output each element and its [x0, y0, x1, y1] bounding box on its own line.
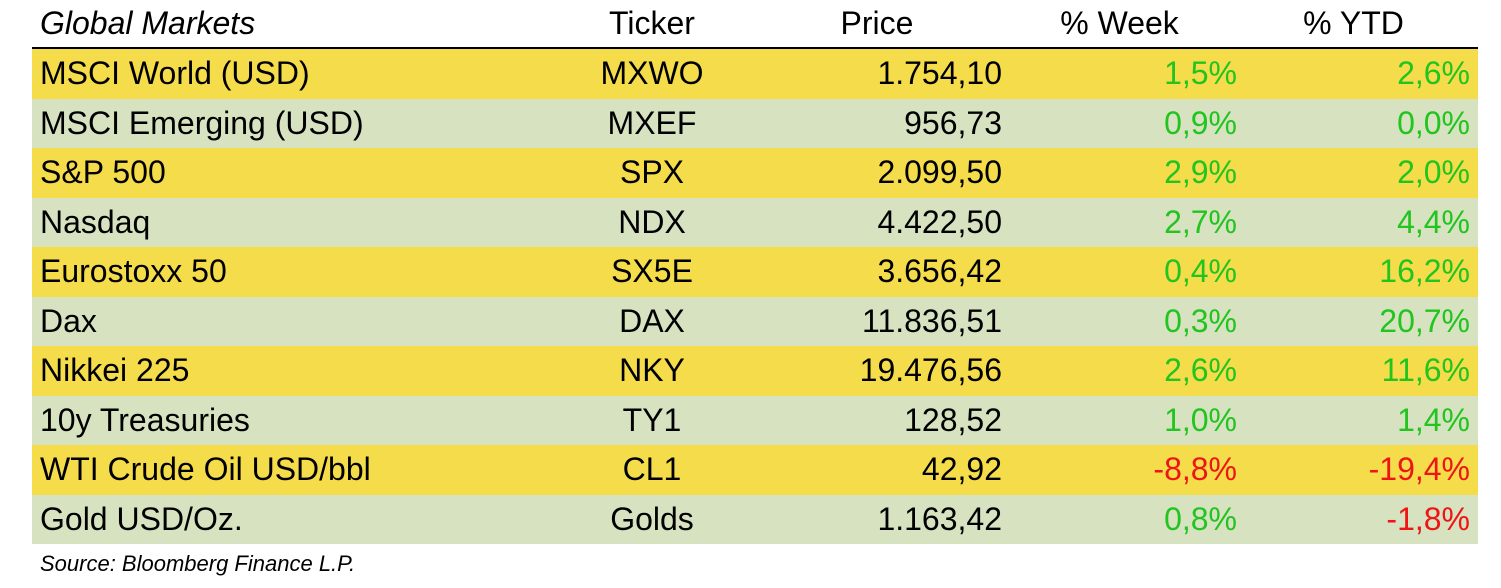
- row-name: MSCI World (USD): [40, 55, 310, 92]
- header-ytd: % YTD: [1303, 5, 1404, 41]
- row-week: -8,8%: [1153, 451, 1237, 488]
- row-ytd: 4,4%: [1397, 203, 1470, 240]
- row-price: 19.476,56: [859, 352, 1002, 389]
- row-ticker: SX5E: [611, 253, 693, 290]
- row-price: 2.099,50: [877, 154, 1002, 191]
- header-week: % Week: [1060, 5, 1179, 41]
- row-ticker: MXWO: [600, 55, 704, 92]
- table-row: Nikkei 225 NKY 19.476,56 2,6% 11,6%: [32, 346, 1478, 396]
- row-week: 2,7%: [1164, 203, 1237, 240]
- row-name: 10y Treasuries: [40, 401, 250, 438]
- row-ticker: DAX: [619, 302, 685, 339]
- row-week: 0,9%: [1164, 104, 1237, 141]
- header-ticker: Ticker: [609, 5, 695, 41]
- row-week: 0,4%: [1164, 253, 1237, 290]
- table-row: S&P 500 SPX 2.099,50 2,9% 2,0%: [32, 148, 1478, 198]
- row-ticker: NKY: [619, 352, 685, 389]
- row-name: WTI Crude Oil USD/bbl: [40, 451, 371, 488]
- table-row: Eurostoxx 50 SX5E 3.656,42 0,4% 16,2%: [32, 247, 1478, 297]
- row-name: S&P 500: [40, 154, 166, 191]
- row-ytd: 1,4%: [1397, 401, 1470, 438]
- row-ticker: TY1: [622, 401, 682, 438]
- row-name: Eurostoxx 50: [40, 253, 227, 290]
- table-row: MSCI Emerging (USD) MXEF 956,73 0,9% 0,0…: [32, 98, 1478, 148]
- row-ticker: NDX: [618, 203, 686, 240]
- row-ticker: CL1: [622, 451, 682, 488]
- market-table: Global Markets Ticker Price % Week % YTD…: [32, 0, 1478, 544]
- row-week: 1,5%: [1164, 55, 1237, 92]
- table-row: Dax DAX 11.836,51 0,3% 20,7%: [32, 296, 1478, 346]
- row-price: 1.163,42: [877, 500, 1002, 537]
- row-ytd: 20,7%: [1379, 302, 1470, 339]
- row-ytd: 11,6%: [1381, 352, 1470, 389]
- row-name: Dax: [40, 302, 97, 339]
- row-price: 128,52: [904, 401, 1002, 438]
- row-week: 0,3%: [1164, 302, 1237, 339]
- row-week: 2,9%: [1164, 154, 1237, 191]
- row-price: 1.754,10: [877, 55, 1002, 92]
- row-ytd: 2,6%: [1397, 55, 1470, 92]
- header-name: Global Markets: [40, 5, 256, 41]
- row-price: 11.836,51: [862, 302, 1002, 339]
- table-row: Gold USD/Oz. Golds 1.163,42 0,8% -1,8%: [32, 494, 1478, 544]
- row-name: Nasdaq: [40, 203, 151, 240]
- row-price: 3.656,42: [877, 253, 1002, 290]
- table-row: MSCI World (USD) MXWO 1.754,10 1,5% 2,6%: [32, 49, 1478, 99]
- row-ticker: MXEF: [607, 104, 697, 141]
- row-week: 1,0%: [1164, 401, 1237, 438]
- row-ytd: 16,2%: [1379, 253, 1470, 290]
- header-price: Price: [840, 5, 914, 41]
- row-ytd: -1,8%: [1386, 500, 1470, 537]
- row-name: Nikkei 225: [40, 352, 190, 389]
- table-row: Nasdaq NDX 4.422,50 2,7% 4,4%: [32, 197, 1478, 247]
- row-ytd: 2,0%: [1397, 154, 1470, 191]
- row-ytd: 0,0%: [1397, 104, 1470, 141]
- table-row: WTI Crude Oil USD/bbl CL1 42,92 -8,8% -1…: [32, 445, 1478, 495]
- row-week: 2,6%: [1164, 352, 1237, 389]
- row-name: Gold USD/Oz.: [40, 500, 243, 537]
- row-name: MSCI Emerging (USD): [40, 104, 364, 141]
- source-note: Source: Bloomberg Finance L.P.: [40, 551, 356, 576]
- table-header: Global Markets Ticker Price % Week % YTD: [32, 0, 1478, 49]
- row-ticker: SPX: [619, 154, 685, 191]
- row-week: 0,8%: [1164, 500, 1237, 537]
- row-ytd: -19,4%: [1368, 451, 1470, 488]
- row-price: 4.422,50: [877, 203, 1002, 240]
- table-row: 10y Treasuries TY1 128,52 1,0% 1,4%: [32, 395, 1478, 445]
- row-ticker: Golds: [610, 500, 694, 537]
- row-price: 956,73: [904, 104, 1002, 141]
- row-price: 42,92: [921, 451, 1002, 488]
